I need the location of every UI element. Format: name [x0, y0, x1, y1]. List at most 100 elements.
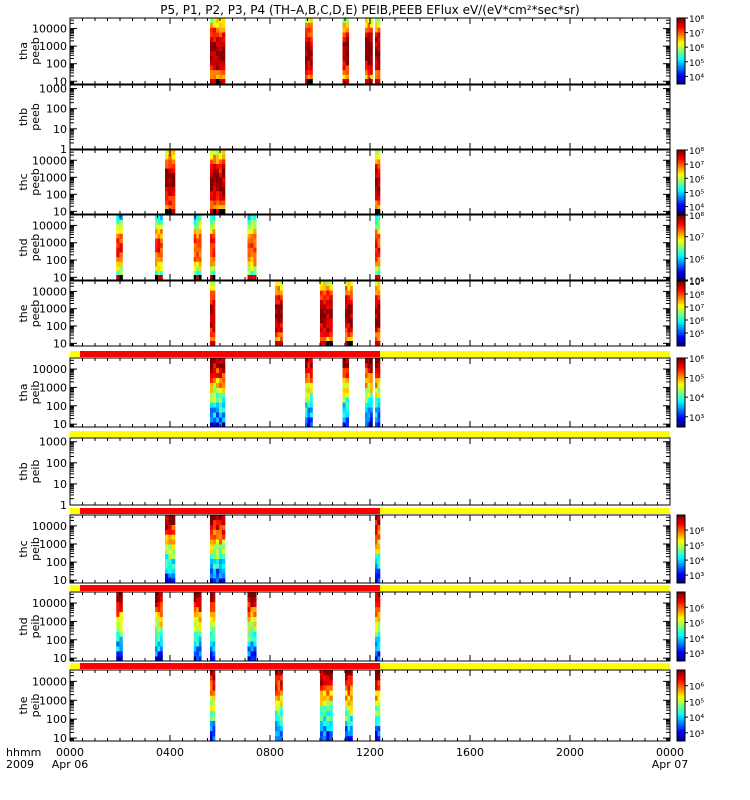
y-axis-product-label: peib	[29, 381, 42, 405]
spectrogram-cell	[253, 636, 257, 642]
colorbar-cell	[677, 520, 685, 523]
colorbar-cell	[677, 650, 685, 653]
spectrogram-cell	[198, 636, 202, 642]
spectrogram-cell	[216, 191, 220, 197]
colorbar-tick-label: 10⁸	[689, 147, 704, 157]
low-energy-cell	[377, 209, 381, 214]
spectrogram-cell	[377, 69, 381, 75]
spectrogram-cell	[116, 651, 120, 657]
colorbar-cell	[677, 177, 685, 180]
spectrogram-cell	[155, 631, 158, 637]
spectrogram-cell	[216, 553, 220, 560]
colorbar-cell	[677, 597, 685, 600]
spectrogram-cell	[375, 358, 378, 364]
spectrogram-cell	[222, 573, 226, 579]
spectrogram-cell	[275, 313, 278, 319]
colorbar-cell	[677, 628, 685, 631]
spectrogram-cell	[280, 285, 283, 291]
colorbar-cell	[677, 425, 685, 428]
spectrogram-burst	[365, 358, 373, 428]
spectrogram-cell	[320, 281, 324, 286]
spectrogram-cell	[213, 387, 217, 393]
spectrogram-cell	[347, 725, 351, 732]
spectrogram-cell	[275, 308, 278, 314]
spectrogram-cell	[320, 715, 324, 722]
colorbar-cell	[677, 44, 685, 47]
spectrogram-cell	[326, 735, 330, 742]
spectrogram-cell	[216, 177, 220, 183]
spectrogram-cell	[219, 392, 223, 398]
spectrogram-cell	[250, 621, 254, 627]
spectrogram-cell	[198, 261, 202, 267]
spectrogram-cell	[253, 601, 257, 608]
spectrogram-cell	[216, 549, 220, 555]
spectrogram-cell	[155, 247, 158, 253]
spectrogram-cell	[216, 397, 220, 403]
spectrogram-cell	[326, 313, 330, 319]
spectrogram-cell	[345, 680, 348, 686]
colorbar-cell	[677, 223, 685, 226]
spectrogram-cell	[171, 553, 176, 560]
spectrogram-cell	[222, 412, 226, 418]
spectrogram-cell	[222, 534, 226, 540]
spectrogram-cell	[377, 233, 381, 239]
spectrogram-cell	[219, 191, 223, 197]
spectrogram-cell	[250, 261, 254, 267]
spectrogram-cell	[216, 163, 220, 169]
spectrogram-cell	[347, 720, 351, 727]
spectrogram-cell	[345, 65, 350, 71]
spectrogram-cell	[222, 568, 226, 574]
spectrogram-cell	[160, 270, 163, 276]
spectrogram-cell	[222, 377, 226, 383]
spectrogram-cell	[250, 616, 254, 622]
spectrogram-cell	[116, 592, 120, 598]
spectrogram-cell	[210, 224, 213, 230]
colorbar-cell	[677, 547, 685, 550]
spectrogram-cell	[253, 626, 257, 632]
spectrogram-burst	[210, 515, 226, 584]
spectrogram-cell	[222, 51, 226, 57]
spectrogram-cell	[196, 252, 200, 258]
colorbar-tick-label: 10³	[689, 650, 704, 660]
spectrogram-cell	[216, 60, 220, 66]
spectrogram-cell	[198, 238, 202, 244]
spectrogram-cell	[196, 270, 200, 276]
spectrogram-cell	[367, 36, 371, 42]
spectrogram-cell	[213, 544, 217, 550]
spectrogram-cell	[375, 382, 378, 388]
spectrogram-cell	[210, 299, 213, 305]
spectrogram-cell	[213, 65, 217, 71]
colorbar-cell	[677, 739, 685, 742]
colorbar-cell	[677, 300, 685, 303]
spectrogram-cell	[326, 327, 330, 333]
spectrogram-cell	[116, 242, 120, 248]
spectrogram-cell	[157, 270, 161, 276]
spectrogram-cell	[375, 195, 378, 201]
spectrogram-cell	[193, 626, 197, 632]
spectrogram-cell	[219, 417, 223, 423]
colorbar-cell	[677, 532, 685, 534]
spectrogram-cell	[342, 32, 346, 38]
spectrogram-cell	[277, 705, 281, 711]
spectrogram-cell	[375, 534, 378, 540]
spectrogram-cell	[275, 670, 278, 676]
spectrogram-cell	[280, 294, 283, 300]
spectrogram-cell	[347, 313, 351, 319]
spectrogram-cell	[212, 705, 216, 711]
spectrogram-burst	[210, 358, 226, 428]
spectrogram-cell	[305, 392, 308, 398]
spectrogram-cell	[326, 332, 330, 338]
spectrogram-cell	[222, 22, 226, 28]
spectrogram-cell	[219, 69, 223, 75]
spectrogram-cell	[375, 270, 378, 276]
spectrogram-cell	[171, 573, 176, 579]
spectrogram-cell	[193, 270, 197, 276]
spectrogram-cell	[329, 735, 333, 742]
colorbar-cell	[677, 237, 685, 240]
colorbar-cell	[677, 719, 685, 722]
colorbar-cell	[677, 737, 685, 740]
spectrogram-cell	[345, 685, 348, 691]
colorbar-cell	[677, 562, 685, 565]
spectrogram-cell	[198, 242, 202, 248]
spectrogram-cell	[196, 261, 200, 267]
